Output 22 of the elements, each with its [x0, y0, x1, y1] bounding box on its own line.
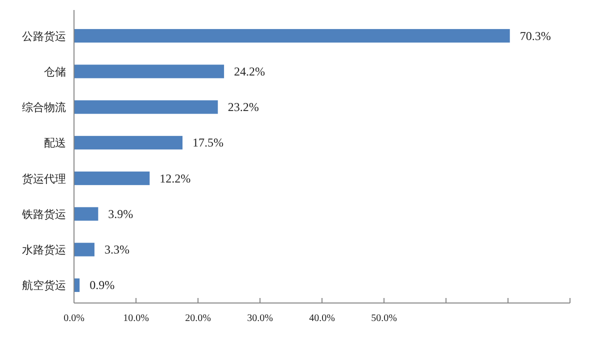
y-tick-label: 公路货运 — [22, 30, 66, 43]
data-label: 70.3% — [520, 28, 551, 43]
data-label: 17.5% — [192, 136, 224, 150]
data-label: 3.3% — [104, 242, 130, 257]
data-label: 12.2% — [160, 171, 191, 186]
x-tick-label: 50.0% — [371, 313, 397, 324]
y-tick-label: 仓储 — [44, 65, 66, 78]
data-label: 0.9% — [90, 278, 115, 292]
data-label: 3.9% — [108, 206, 134, 221]
y-tick-label: 航空货运 — [22, 279, 66, 292]
x-tick-label: 20.0% — [185, 313, 211, 324]
x-tick-label: 10.0% — [123, 313, 149, 324]
x-tick-label: 30.0% — [247, 313, 273, 324]
x-tick-label: 40.0% — [309, 313, 335, 324]
data-label: 23.2% — [228, 100, 259, 114]
y-tick-label: 铁路货运 — [21, 208, 66, 221]
data-label: 24.2% — [234, 64, 266, 78]
y-tick-label: 水路货运 — [22, 244, 66, 257]
y-tick-label: 综合物流 — [22, 101, 66, 114]
x-tick-label: 0.0% — [64, 313, 84, 324]
y-tick-label: 货运代理 — [22, 172, 66, 186]
y-tick-label: 配送 — [44, 136, 66, 150]
